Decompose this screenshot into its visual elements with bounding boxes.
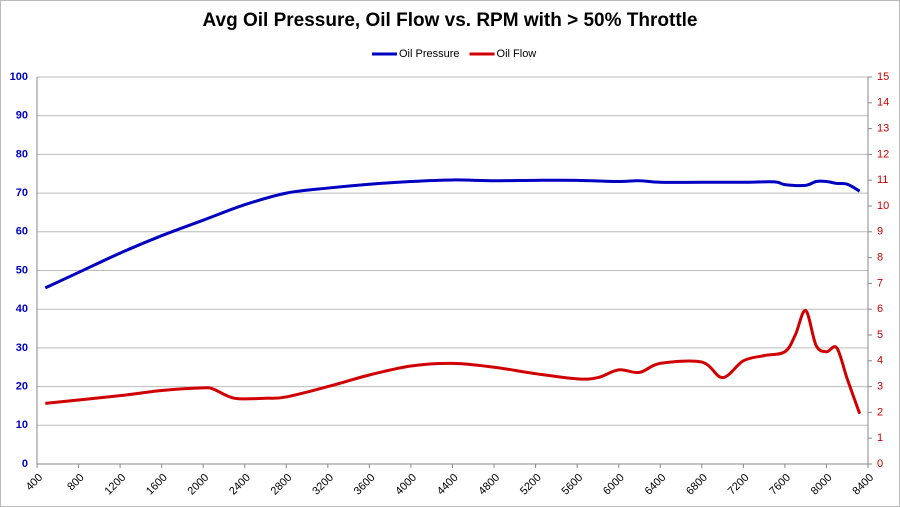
y2-tick-label: 0 bbox=[877, 458, 883, 470]
y2-tick-label: 8 bbox=[877, 252, 883, 264]
y2-tick-label: 13 bbox=[877, 123, 889, 135]
y2-tick-label: 12 bbox=[877, 148, 889, 160]
y2-tick-label: 15 bbox=[877, 71, 889, 83]
chart-title: Avg Oil Pressure, Oil Flow vs. RPM with … bbox=[203, 10, 698, 31]
y-tick-label: 100 bbox=[10, 71, 28, 83]
series-line bbox=[45, 308, 862, 415]
y-tick-label: 90 bbox=[16, 110, 28, 122]
y-tick-label: 50 bbox=[16, 264, 28, 276]
y2-tick-label: 3 bbox=[877, 381, 883, 393]
y2-tick-label: 14 bbox=[877, 97, 889, 109]
y-tick-label: 30 bbox=[16, 342, 28, 354]
y-tick-label: 0 bbox=[22, 458, 28, 470]
y-tick-label: 20 bbox=[16, 381, 28, 393]
y-tick-label: 10 bbox=[16, 419, 28, 431]
y2-tick-label: 5 bbox=[877, 329, 883, 341]
legend-label: Oil Flow bbox=[497, 48, 537, 60]
y2-tick-label: 7 bbox=[877, 277, 883, 289]
y-tick-label: 70 bbox=[16, 187, 28, 199]
y-tick-label: 60 bbox=[16, 226, 28, 238]
y2-tick-label: 10 bbox=[877, 200, 889, 212]
legend-label: Oil Pressure bbox=[399, 48, 460, 60]
y2-tick-label: 1 bbox=[877, 432, 883, 444]
y-tick-label: 80 bbox=[16, 148, 28, 160]
y2-tick-label: 4 bbox=[877, 355, 883, 367]
y2-tick-label: 11 bbox=[877, 174, 888, 186]
y2-tick-label: 2 bbox=[877, 406, 883, 418]
series-line bbox=[44, 178, 861, 290]
y2-tick-label: 6 bbox=[877, 303, 883, 315]
y-tick-label: 40 bbox=[16, 303, 28, 315]
y2-tick-label: 9 bbox=[877, 226, 883, 238]
